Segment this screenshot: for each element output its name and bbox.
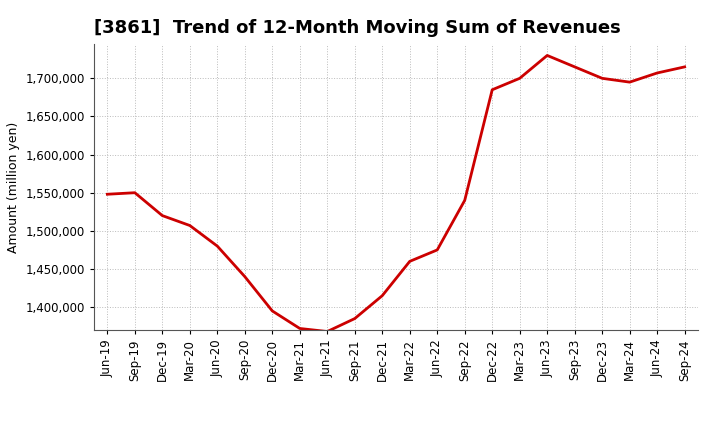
Y-axis label: Amount (million yen): Amount (million yen) [6,121,19,253]
Text: [3861]  Trend of 12-Month Moving Sum of Revenues: [3861] Trend of 12-Month Moving Sum of R… [94,19,621,37]
